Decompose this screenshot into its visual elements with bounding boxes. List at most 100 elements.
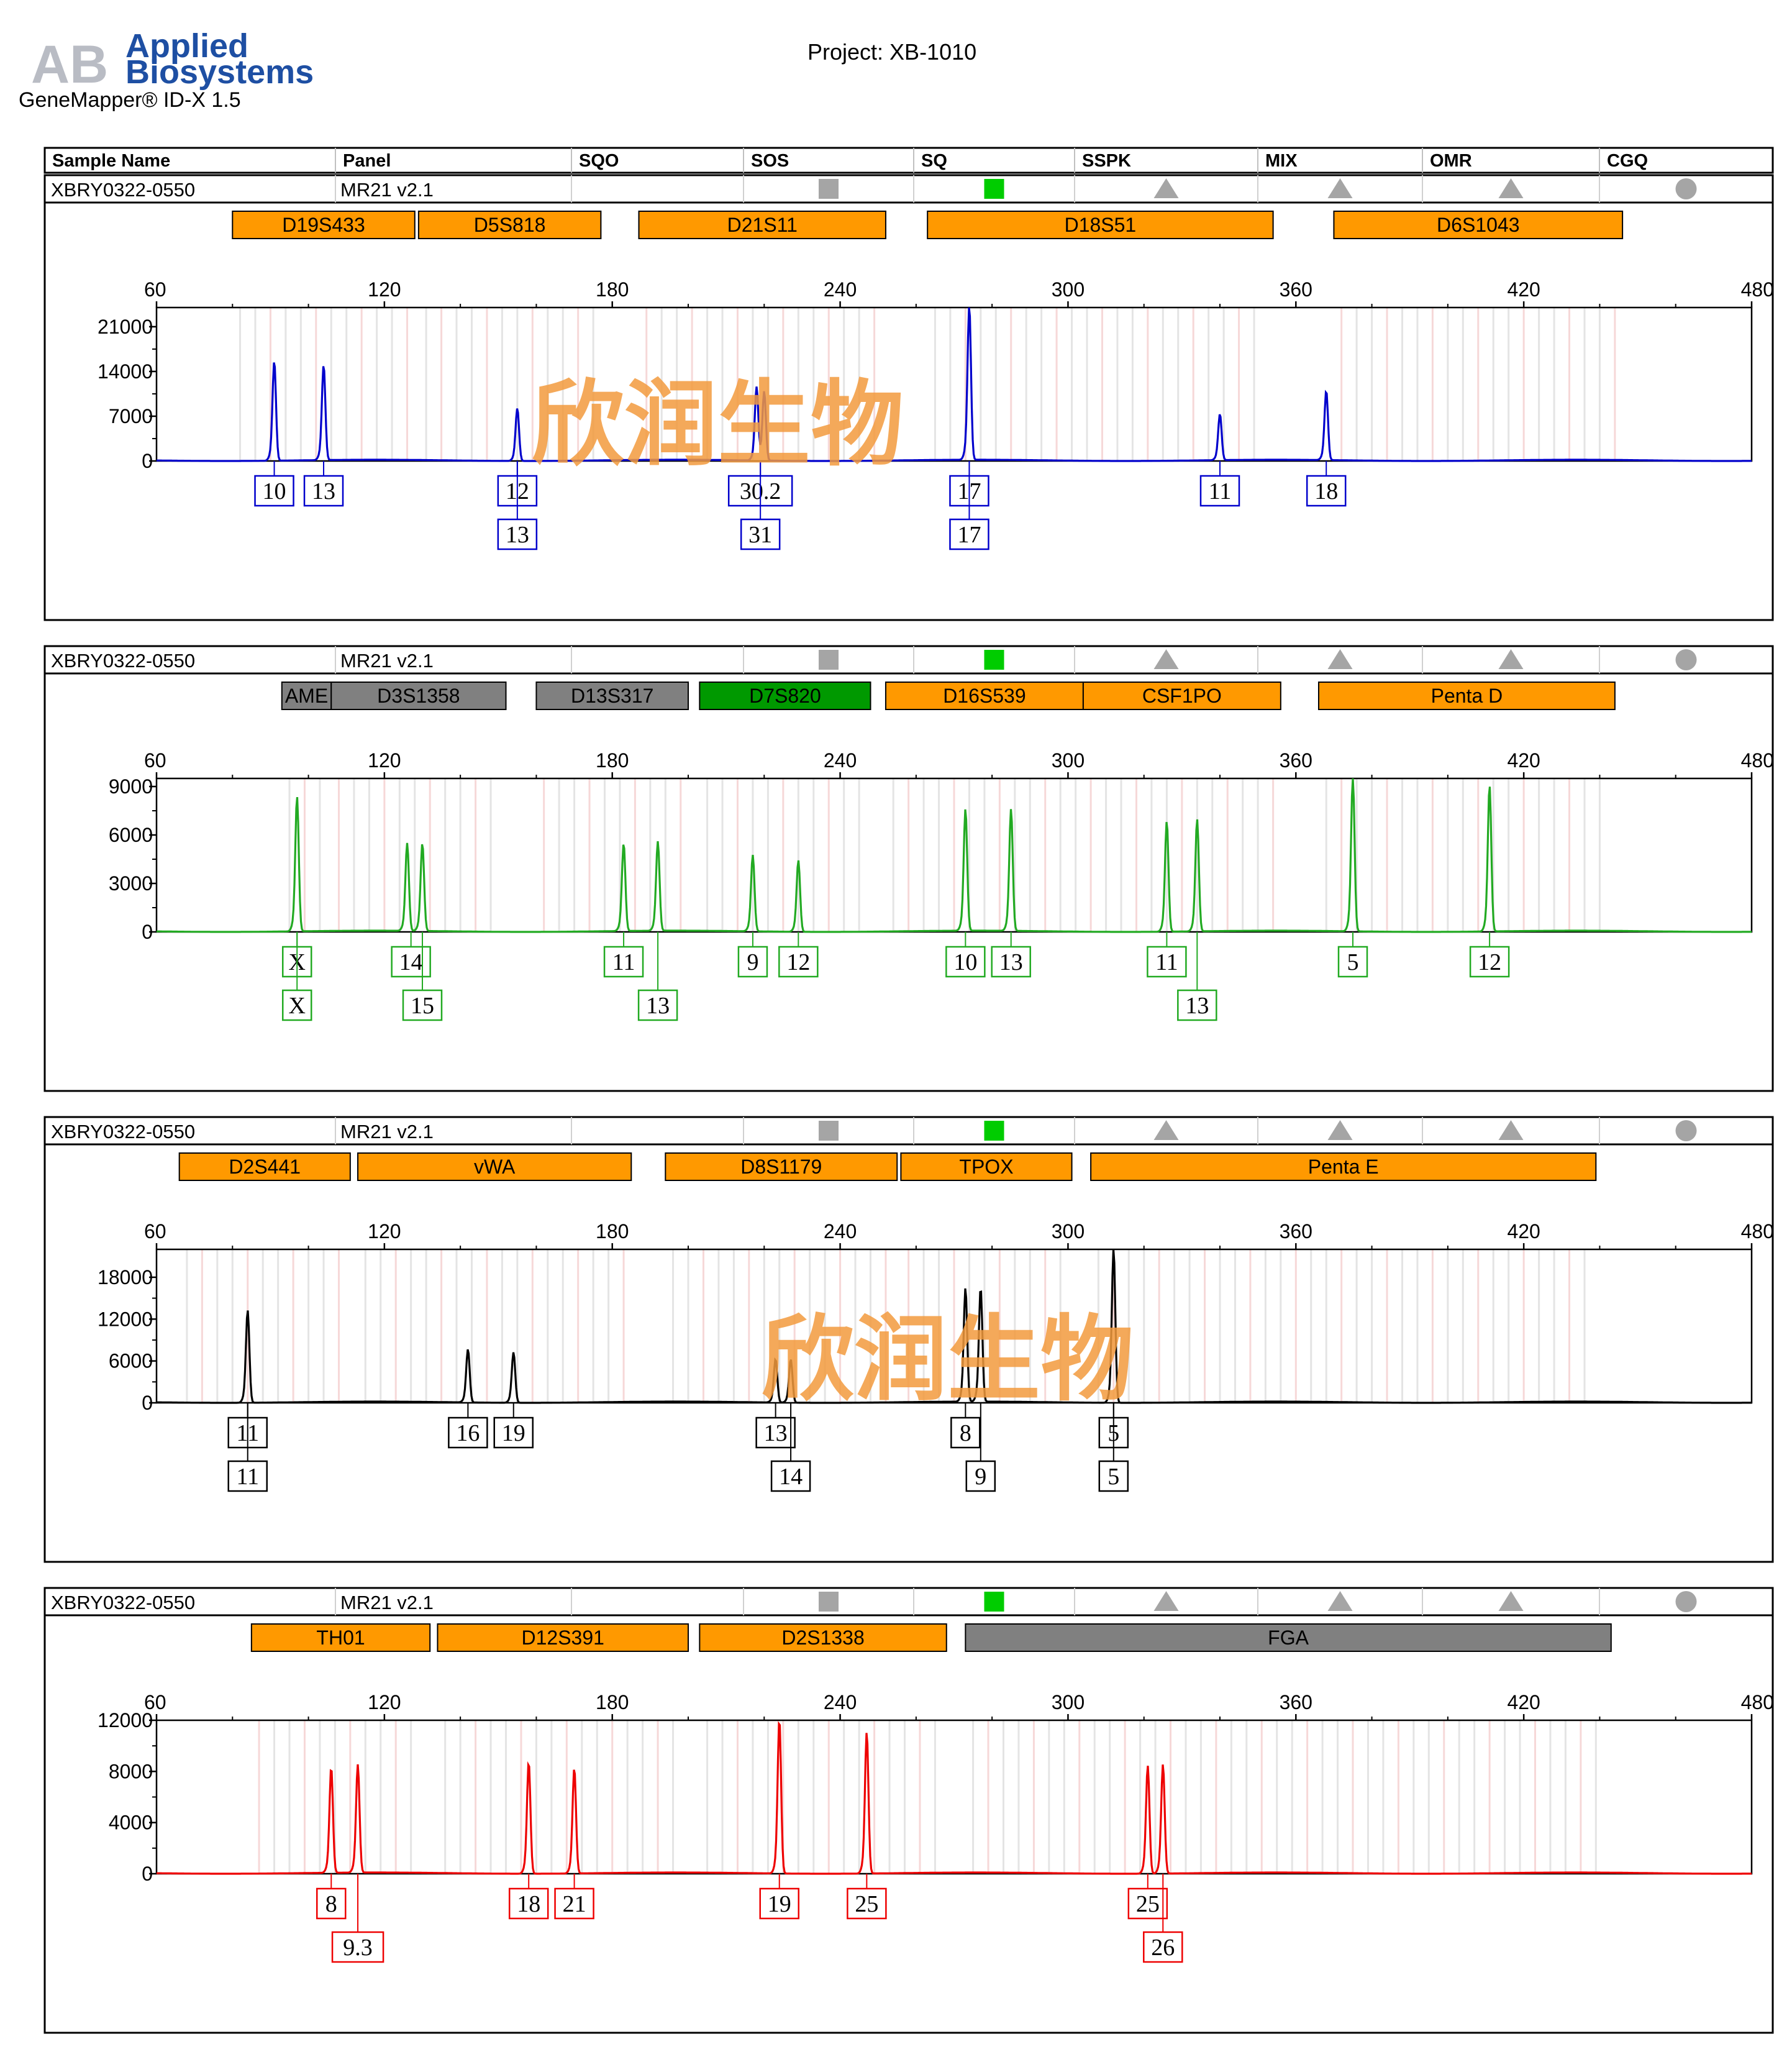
panel-frame [43, 645, 1774, 1092]
project-title: Project: XB-1010 [807, 39, 976, 65]
allele-call-box [1147, 946, 1187, 978]
column-header-mix: MIX [1265, 151, 1298, 171]
y-tick-label: 12000 [98, 1308, 153, 1330]
x-tick-label: 180 [596, 749, 629, 772]
flag-cgq-circle [1675, 649, 1697, 670]
allele-call-box [1337, 946, 1368, 978]
allele-call-label: 12 [1478, 949, 1501, 975]
sample-name: XBRY0322-0550 [51, 1592, 195, 1613]
allele-call-box [1177, 989, 1217, 1021]
flag-mix-triangle [1327, 1591, 1353, 1611]
x-tick-label: 240 [824, 749, 857, 772]
panel-frame [43, 1116, 1774, 1563]
allele-call-label: 17 [957, 522, 981, 548]
flag-sos-square [819, 1592, 839, 1612]
allele-call-box [991, 946, 1031, 978]
y-tick-label: 0 [142, 1863, 153, 1885]
marker-bar-fga [965, 1623, 1612, 1652]
marker-label: D13S317 [571, 685, 653, 707]
flag-sos-square [819, 650, 839, 670]
allele-call-label: 10 [263, 478, 286, 504]
allele-call-box [448, 1416, 488, 1449]
panel-frame [43, 174, 1774, 621]
allele-call-label: 18 [517, 1891, 540, 1917]
y-tick-label: 0 [142, 921, 153, 943]
logo-line-2: Biosystems [125, 53, 314, 91]
x-tick-label: 120 [368, 1691, 401, 1713]
dye-panel-red: XBRY0322-0550 MR21 v2.1 TH01 D12S391 D2S1338… [43, 1587, 1774, 2034]
flag-mix-triangle [1327, 649, 1353, 669]
flag-omr-triangle [1498, 1591, 1524, 1611]
x-tick-label: 240 [824, 278, 857, 301]
allele-call-box [331, 1931, 384, 1963]
sample-name: XBRY0322-0550 [51, 1121, 195, 1143]
allele-call-label: 14 [399, 949, 423, 975]
marker-label: D19S433 [282, 214, 365, 236]
allele-call-label: 9 [975, 1464, 986, 1490]
allele-call-label: 18 [1314, 478, 1338, 504]
allele-call-label: 9 [747, 949, 758, 975]
allele-call-box [755, 1416, 796, 1449]
allele-call-box [637, 989, 678, 1021]
allele-call-box [778, 946, 819, 978]
marker-label: Penta E [1308, 1156, 1379, 1178]
dye-panel-blue: XBRY0322-0550 MR21 v2.1 D19S433 D5S818 D21S1… [43, 174, 1774, 621]
x-tick-label: 60 [144, 1691, 166, 1713]
x-tick-label: 120 [368, 1220, 401, 1243]
allele-call-box [493, 1416, 534, 1449]
x-tick-label: 480 [1741, 749, 1774, 772]
allele-call-label: 5 [1107, 1464, 1119, 1490]
allele-call-box [950, 1416, 981, 1449]
x-tick-label: 420 [1507, 1220, 1540, 1243]
allele-call-label: 9.3 [343, 1935, 373, 1961]
x-tick-label: 480 [1741, 278, 1774, 301]
flag-sq-square [984, 650, 1004, 670]
allele-call-label: 14 [779, 1464, 803, 1490]
x-tick-label: 360 [1280, 1220, 1312, 1243]
x-tick-label: 360 [1280, 749, 1312, 772]
marker-bar-d2s441 [178, 1152, 351, 1181]
allele-call-box [1306, 475, 1347, 507]
x-tick-label: 240 [824, 1691, 857, 1713]
flag-omr-triangle [1498, 178, 1524, 198]
plot-frame [155, 777, 1753, 933]
x-tick-label: 300 [1052, 278, 1085, 301]
flag-sspk-triangle [1153, 649, 1179, 669]
allele-call-label: 13 [764, 1420, 788, 1446]
flag-sq-square [984, 1592, 1004, 1612]
allele-call-box [759, 1887, 799, 1920]
allele-call-box [737, 946, 768, 978]
x-tick-label: 300 [1052, 749, 1085, 772]
column-header-panel: Panel [343, 151, 391, 171]
logo-line-1: Applied [125, 27, 248, 65]
allele-call-label: 19 [768, 1891, 791, 1917]
column-header-sample-name: Sample Name [52, 151, 170, 171]
x-tick-label: 60 [144, 278, 166, 301]
marker-label: D2S1338 [781, 1626, 864, 1649]
x-tick-label: 240 [824, 1220, 857, 1243]
marker-label: D7S820 [749, 685, 821, 707]
flag-sspk-triangle [1153, 178, 1179, 198]
y-tick-label: 14000 [98, 360, 153, 383]
allele-call-label: 10 [953, 949, 977, 975]
allele-call-label: 11 [1209, 478, 1232, 504]
allele-call-box [1098, 1460, 1129, 1492]
flag-mix-triangle [1327, 178, 1353, 198]
allele-call-box [281, 989, 312, 1021]
allele-call-box [1127, 1887, 1168, 1920]
marker-bar-d13s317 [535, 682, 689, 710]
panel-name: MR21 v2.1 [340, 179, 434, 201]
marker-label: D12S391 [522, 1626, 604, 1649]
x-tick-label: 360 [1280, 1691, 1312, 1713]
dye-panels: XBRY0322-0550 MR21 v2.1 D19S433 D5S818 D21S1… [43, 174, 1774, 2034]
marker-bar-d19s433 [232, 211, 416, 239]
marker-label: D3S1358 [377, 685, 460, 707]
marker-bar-penta-d [1317, 682, 1616, 710]
column-header-omr: OMR [1430, 151, 1472, 171]
flag-sq-square [984, 179, 1004, 199]
x-tick-label: 60 [144, 749, 166, 772]
column-header-cgq: CGQ [1607, 151, 1648, 171]
x-tick-label: 480 [1741, 1220, 1774, 1243]
allele-call-label: 13 [506, 522, 529, 548]
